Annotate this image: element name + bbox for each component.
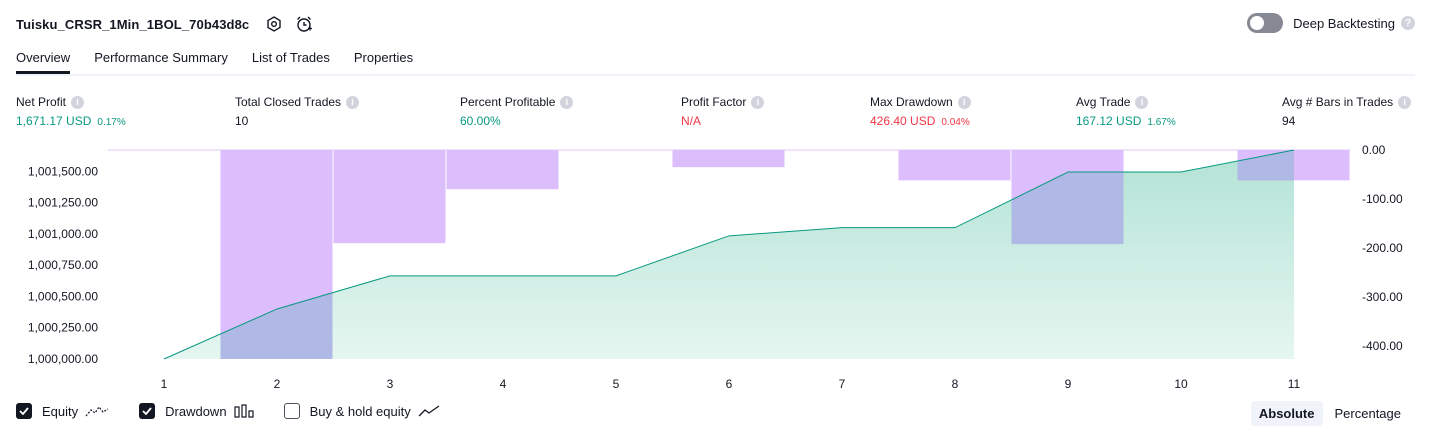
strategy-name: Tuisku_CRSR_1Min_1BOL_70b43d8c bbox=[16, 16, 250, 32]
legend-drawdown[interactable]: Drawdown bbox=[139, 403, 254, 419]
x-axis-tick-label: 7 bbox=[839, 377, 846, 391]
equity-line bbox=[163, 149, 1295, 360]
x-axis-tick-label: 10 bbox=[1174, 377, 1188, 391]
metric-percent-profitable: Percent Profitable i 60.00% bbox=[460, 95, 574, 128]
legend-buy-hold-equity[interactable]: Buy & hold equity bbox=[283, 403, 440, 419]
metric-profit-factor: Profit Factor i N/A bbox=[681, 95, 765, 128]
metric-value: 167.12 USD bbox=[1076, 114, 1142, 128]
chart-legend: Equity Drawdown Buy & hold equity bbox=[16, 403, 470, 419]
info-icon[interactable]: i bbox=[751, 95, 765, 109]
drawdown-bar bbox=[446, 150, 559, 190]
metric-value: 10 bbox=[235, 114, 249, 128]
left-axis-tick-label: 1,000,000.00 bbox=[28, 352, 98, 366]
right-axis-tick-label: -300.00 bbox=[1362, 290, 1403, 304]
deep-backtesting-control: Deep Backtesting ? bbox=[1247, 13, 1415, 33]
metric-max-drawdown: Max Drawdown i 426.40 USD 0.04% bbox=[870, 95, 971, 128]
metric-value: 1,671.17 USD bbox=[16, 114, 92, 128]
x-axis-tick-label: 11 bbox=[1288, 377, 1301, 391]
equity-wave-icon bbox=[85, 404, 109, 418]
metric-total-closed-trades: Total Closed Trades i 10 bbox=[235, 95, 360, 128]
x-axis-tick-label: 5 bbox=[613, 377, 620, 391]
legend-drawdown-label: Drawdown bbox=[165, 403, 227, 419]
left-axis-tick-label: 1,000,500.00 bbox=[28, 289, 98, 303]
metric-value: 94 bbox=[1282, 114, 1296, 128]
metric-label: Percent Profitable bbox=[460, 95, 556, 109]
metric-label: Profit Factor bbox=[681, 95, 747, 109]
metric-value: 60.00% bbox=[460, 114, 501, 128]
metric-label: Max Drawdown bbox=[870, 95, 953, 109]
tab-overview[interactable]: Overview bbox=[16, 44, 71, 74]
info-icon[interactable]: i bbox=[1398, 95, 1412, 109]
metric-label: Total Closed Trades bbox=[235, 95, 342, 109]
metric-percent: 0.17% bbox=[97, 117, 126, 128]
metric-net-profit: Net Profit i 1,671.17 USD 0.17% bbox=[16, 95, 126, 128]
absolute-button[interactable]: Absolute bbox=[1250, 401, 1323, 426]
drawdown-bars-icon bbox=[233, 404, 254, 418]
x-axis-tick-label: 3 bbox=[387, 377, 394, 391]
legend-equity[interactable]: Equity bbox=[16, 403, 109, 419]
left-axis-tick-label: 1,000,250.00 bbox=[28, 321, 98, 335]
legend-equity-label: Equity bbox=[42, 403, 79, 419]
x-axis-tick-label: 9 bbox=[1065, 377, 1072, 391]
metric-avg-trade: Avg Trade i 167.12 USD 1.67% bbox=[1076, 95, 1176, 128]
x-axis-tick-label: 2 bbox=[274, 377, 281, 391]
info-icon[interactable]: i bbox=[560, 95, 574, 109]
metric-value: 426.40 USD bbox=[870, 114, 936, 128]
buy-hold-checkbox[interactable] bbox=[283, 403, 300, 419]
info-icon[interactable]: i bbox=[957, 95, 971, 109]
left-axis-tick-label: 1,001,250.00 bbox=[28, 196, 98, 210]
metric-avg-bars-in-trades: Avg # Bars in Trades i 94 bbox=[1282, 95, 1412, 128]
x-axis-tick-label: 4 bbox=[500, 377, 507, 391]
info-icon[interactable]: i bbox=[71, 95, 85, 109]
equity-checkbox[interactable] bbox=[16, 403, 32, 419]
metric-value: N/A bbox=[681, 114, 702, 128]
tab-performance-summary[interactable]: Performance Summary bbox=[94, 50, 228, 65]
info-icon[interactable]: i bbox=[1135, 95, 1149, 109]
metric-label: Avg Trade bbox=[1076, 95, 1131, 109]
info-icon[interactable]: i bbox=[346, 95, 360, 109]
drawdown-checkbox[interactable] bbox=[139, 403, 156, 419]
x-axis-tick-label: 6 bbox=[726, 377, 733, 391]
buy-hold-line-icon bbox=[418, 404, 440, 418]
right-axis-tick-label: -100.00 bbox=[1362, 192, 1403, 206]
metric-percent: 1.67% bbox=[1147, 117, 1176, 128]
drawdown-bar bbox=[898, 150, 1011, 181]
x-axis-tick-label: 8 bbox=[952, 377, 959, 391]
tab-properties[interactable]: Properties bbox=[353, 50, 414, 65]
drawdown-bar bbox=[333, 150, 446, 244]
left-axis-tick-label: 1,001,500.00 bbox=[28, 164, 98, 178]
left-axis-tick-label: 1,000,750.00 bbox=[28, 258, 98, 272]
metric-percent: 0.04% bbox=[941, 117, 970, 128]
deep-backtesting-label: Deep Backtesting bbox=[1293, 15, 1395, 31]
settings-gear-icon[interactable] bbox=[263, 13, 285, 35]
equity-drawdown-chart: 1,000,000.00 1,000,250.00 1,000,500.00 1,00… bbox=[28, 143, 1403, 391]
strategy-header: Tuisku_CRSR_1Min_1BOL_70b43d8c bbox=[16, 12, 315, 36]
toggle-knob bbox=[1250, 16, 1265, 30]
percentage-button[interactable]: Percentage bbox=[1334, 406, 1402, 421]
deep-backtesting-toggle[interactable] bbox=[1247, 13, 1284, 33]
left-axis-tick-label: 1,001,000.00 bbox=[28, 227, 98, 241]
metric-label: Net Profit bbox=[16, 95, 67, 109]
scale-toggle: Absolute Percentage bbox=[1247, 401, 1409, 426]
right-axis-tick-label: -200.00 bbox=[1362, 241, 1403, 255]
metric-label: Avg # Bars in Trades bbox=[1282, 95, 1394, 109]
right-axis-tick-label: 0.00 bbox=[1362, 143, 1386, 157]
x-axis-tick-label: 1 bbox=[161, 377, 168, 391]
alarm-clock-icon[interactable] bbox=[293, 13, 315, 35]
tab-bar: Overview Performance Summary List of Tra… bbox=[16, 44, 1415, 76]
tab-list-of-trades[interactable]: List of Trades bbox=[251, 50, 330, 65]
right-axis-tick-label: -400.00 bbox=[1362, 339, 1403, 353]
legend-buy-hold-label: Buy & hold equity bbox=[309, 403, 411, 419]
drawdown-bar bbox=[672, 150, 785, 168]
help-icon[interactable]: ? bbox=[1401, 16, 1415, 30]
